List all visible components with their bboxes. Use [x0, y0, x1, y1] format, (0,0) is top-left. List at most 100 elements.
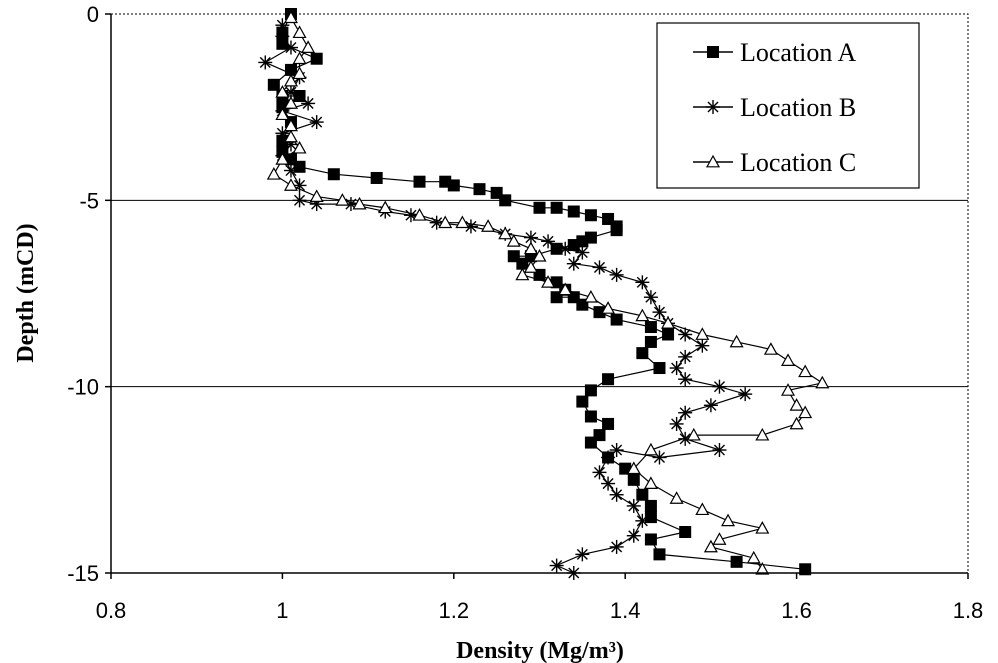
data-point-square — [610, 313, 623, 326]
data-point-square — [602, 373, 615, 386]
data-point-asterisk — [669, 361, 684, 376]
data-point-square — [644, 533, 657, 546]
data-point-asterisk — [678, 405, 693, 420]
data-point-square — [730, 555, 743, 568]
legend-box — [656, 22, 920, 189]
data-point-square — [653, 362, 666, 375]
x-tick-label: 1.6 — [781, 598, 812, 623]
data-point-square — [533, 201, 546, 214]
legend-entry: Location C — [693, 148, 856, 177]
data-point-triangle — [705, 154, 721, 168]
data-point-square — [644, 511, 657, 524]
data-point-triangle — [686, 427, 701, 441]
data-point-triangle — [712, 532, 727, 545]
data-point-square — [610, 224, 623, 237]
data-point-triangle — [703, 539, 718, 553]
data-point-triangle — [275, 152, 290, 165]
data-point-asterisk — [601, 450, 616, 465]
data-point-square — [584, 209, 597, 222]
data-point-square — [644, 335, 657, 348]
data-point-triangle — [541, 275, 556, 288]
data-point-triangle — [283, 129, 298, 143]
x-tick-label: 1.2 — [439, 598, 470, 623]
data-point-triangle — [283, 96, 298, 109]
x-tick-label: 1.8 — [953, 598, 984, 623]
data-point-asterisk — [712, 443, 727, 458]
data-point-triangle — [309, 189, 324, 203]
data-point-asterisk — [609, 443, 624, 458]
data-point-triangle — [275, 85, 290, 98]
data-point-triangle — [515, 267, 530, 281]
data-point-asterisk — [601, 476, 616, 491]
data-point-asterisk — [609, 267, 624, 282]
data-point-triangle — [763, 342, 778, 355]
data-point-asterisk — [283, 40, 298, 55]
data-point-triangle — [378, 200, 393, 214]
data-point-triangle — [695, 502, 710, 516]
data-point-square — [310, 52, 323, 65]
data-point-triangle — [481, 219, 496, 232]
data-point-square — [644, 499, 657, 512]
data-point-square — [516, 257, 529, 270]
data-point-triangle — [583, 289, 598, 303]
data-point-triangle — [352, 196, 367, 210]
data-point-triangle — [815, 375, 830, 389]
data-point-triangle — [532, 248, 547, 262]
data-point-asterisk — [283, 163, 298, 178]
data-point-square — [370, 171, 383, 184]
data-point-asterisk — [592, 465, 607, 480]
data-point-triangle — [643, 442, 658, 456]
data-point-triangle — [601, 301, 616, 314]
data-point-square — [293, 89, 306, 102]
data-point-asterisk — [575, 245, 590, 260]
data-point-asterisk — [678, 349, 693, 364]
data-point-square — [627, 473, 640, 486]
data-point-square — [636, 488, 649, 501]
data-point-triangle — [626, 461, 641, 475]
data-point-square — [593, 306, 606, 319]
data-point-square — [327, 168, 340, 181]
data-point-square — [584, 384, 597, 397]
data-point-asterisk — [541, 234, 556, 249]
data-point-asterisk — [703, 398, 718, 413]
data-point-asterisk — [301, 96, 316, 111]
data-point-triangle — [283, 178, 298, 191]
y-axis-title: Depth (mCD) — [13, 223, 39, 362]
data-point-asterisk — [738, 387, 753, 402]
data-point-triangle — [755, 427, 770, 441]
data-point-square — [550, 201, 563, 214]
data-point-triangle — [438, 215, 453, 229]
data-point-square — [636, 347, 649, 360]
data-point-triangle — [283, 73, 298, 87]
data-point-triangle — [661, 316, 676, 329]
data-point-square — [679, 526, 692, 539]
data-point-triangle — [292, 51, 307, 65]
data-point-triangle — [335, 193, 350, 206]
data-point-triangle — [789, 398, 804, 411]
data-point-asterisk — [669, 416, 684, 431]
data-point-triangle — [301, 40, 316, 53]
data-point-triangle — [292, 140, 307, 154]
data-point-triangle — [292, 66, 307, 80]
data-point-triangle — [275, 107, 290, 121]
data-point-asterisk — [695, 338, 710, 353]
series-layer — [258, 8, 830, 580]
data-point-triangle — [523, 260, 538, 273]
data-point-square — [567, 239, 580, 252]
data-point-asterisk — [712, 379, 727, 394]
data-point-triangle — [498, 226, 513, 240]
legend-label: Location C — [740, 148, 856, 177]
data-point-triangle — [798, 405, 813, 419]
legend-label: Location A — [740, 38, 856, 67]
series-triangle — [266, 10, 830, 575]
data-point-square — [644, 321, 657, 334]
data-point-square — [653, 548, 666, 561]
x-tick-label: 0.8 — [96, 598, 127, 623]
data-point-asterisk — [566, 256, 581, 271]
data-point-asterisk — [635, 275, 650, 290]
data-point-asterisk — [678, 327, 693, 342]
data-point-square — [293, 160, 306, 173]
data-point-asterisk — [292, 193, 307, 208]
data-point-asterisk — [309, 115, 324, 130]
